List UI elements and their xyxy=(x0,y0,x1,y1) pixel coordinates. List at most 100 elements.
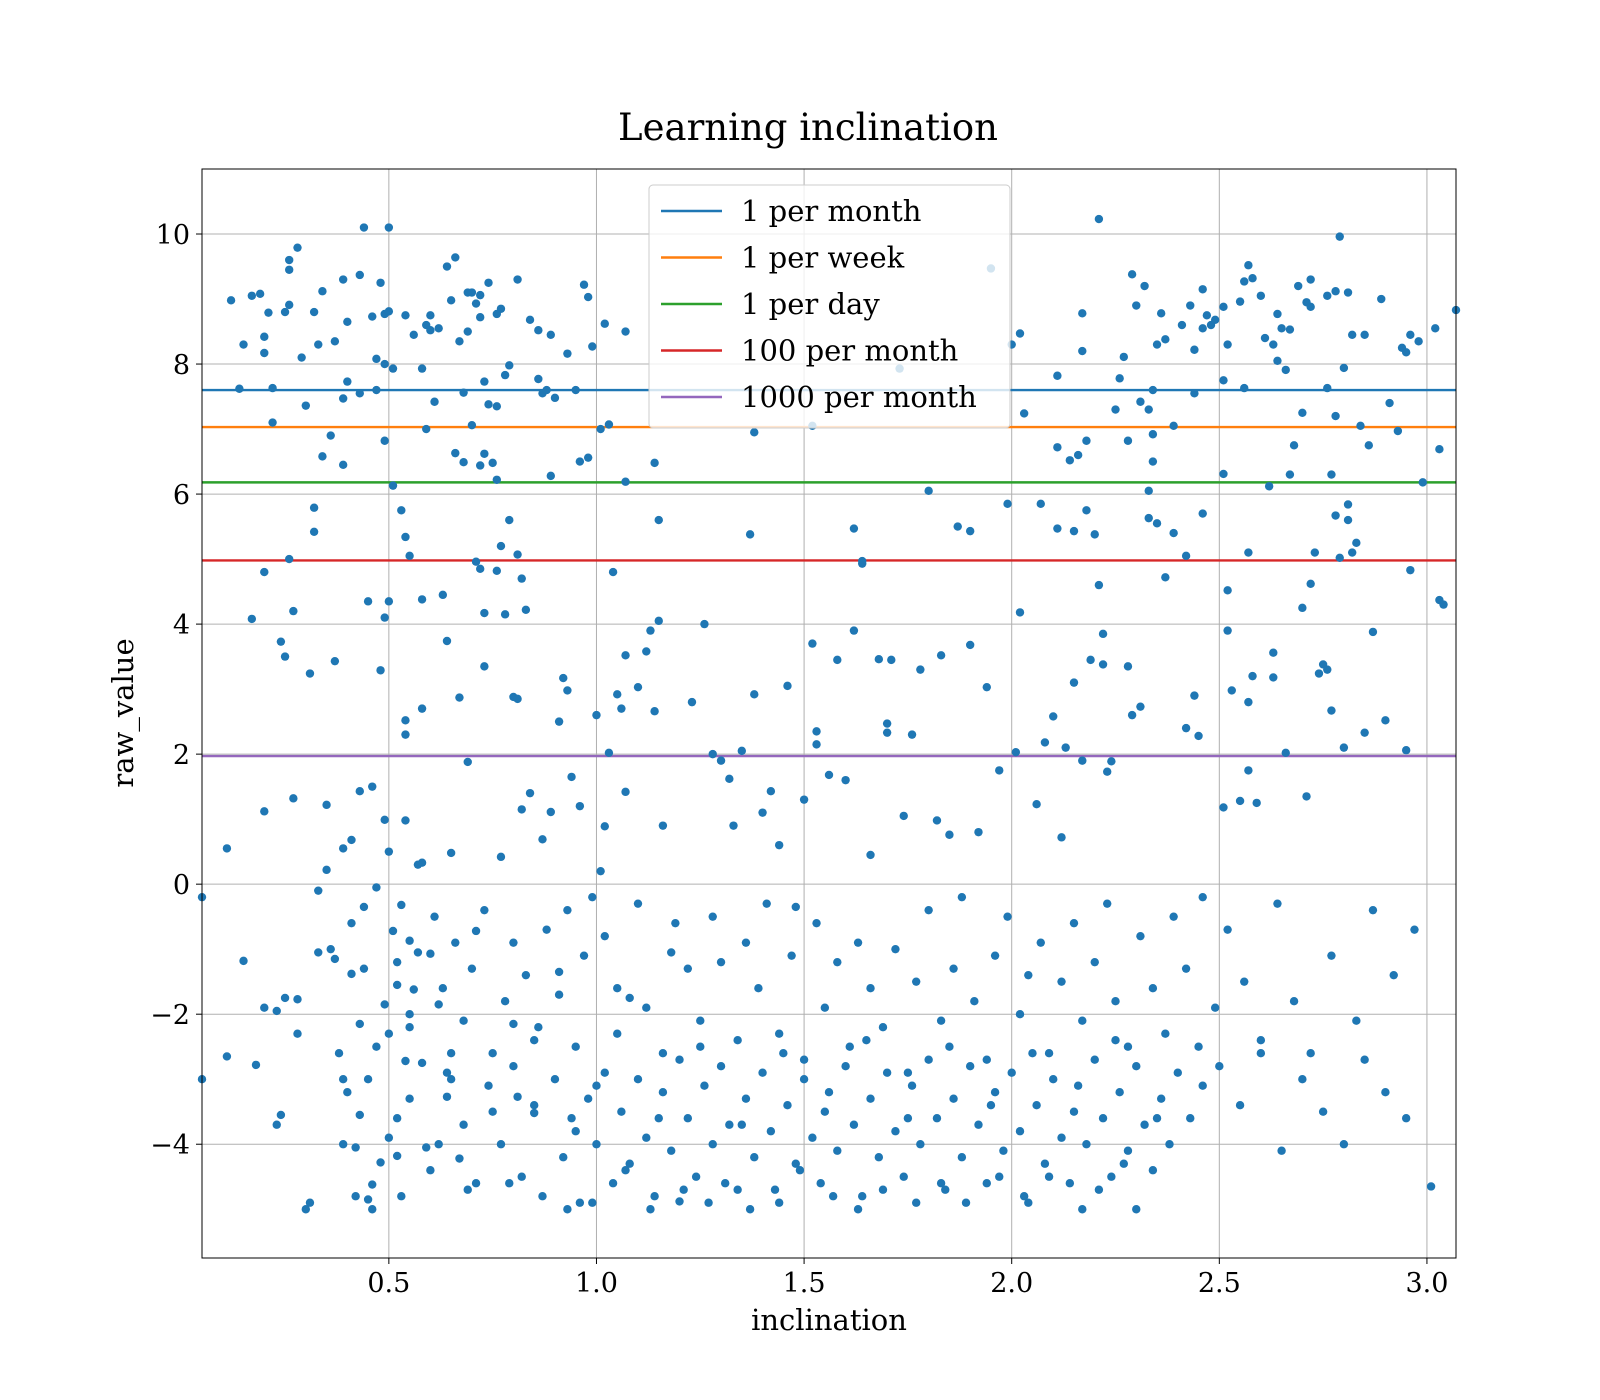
data-point xyxy=(355,270,364,280)
data-point xyxy=(1057,1133,1066,1142)
data-point xyxy=(264,308,273,317)
data-point xyxy=(529,1108,539,1118)
data-point xyxy=(1406,565,1415,575)
data-point xyxy=(467,420,477,430)
data-point xyxy=(878,1022,888,1032)
data-point xyxy=(932,816,942,825)
data-point xyxy=(521,605,531,615)
data-point xyxy=(1343,288,1353,297)
data-point xyxy=(451,253,460,262)
y-tick-label: 6 xyxy=(173,480,190,511)
data-point xyxy=(849,524,859,533)
data-point xyxy=(907,730,917,739)
data-point xyxy=(471,1179,481,1188)
data-point xyxy=(1015,1127,1025,1136)
data-point xyxy=(554,717,564,726)
y-axis-ticks: −4 −2 0 2 4 6 8 10 xyxy=(150,220,202,1161)
data-point xyxy=(1406,330,1415,339)
data-point xyxy=(1024,970,1033,980)
data-point xyxy=(642,1003,651,1012)
data-point xyxy=(559,1153,568,1162)
data-point xyxy=(1015,329,1025,338)
data-point xyxy=(1007,1068,1016,1077)
data-point xyxy=(700,619,709,629)
data-point xyxy=(1144,513,1153,523)
data-point xyxy=(309,307,319,317)
y-axis-label: raw_value xyxy=(106,638,141,787)
data-point xyxy=(824,1088,834,1097)
data-point xyxy=(1277,1146,1286,1155)
data-point xyxy=(442,1068,452,1077)
data-point xyxy=(1057,833,1066,842)
data-point xyxy=(1082,436,1091,445)
data-point xyxy=(1244,548,1253,557)
data-point xyxy=(853,1205,863,1214)
data-point xyxy=(882,1068,892,1077)
data-point xyxy=(1190,345,1199,354)
data-point xyxy=(750,690,759,699)
data-point xyxy=(646,626,655,635)
data-point xyxy=(355,389,364,398)
data-point xyxy=(409,330,418,339)
data-point xyxy=(1202,311,1212,320)
data-point xyxy=(1103,767,1112,776)
data-point xyxy=(708,1140,717,1149)
data-point xyxy=(1339,363,1349,373)
data-point xyxy=(1194,731,1203,741)
data-point xyxy=(1256,1036,1266,1045)
data-point xyxy=(1435,445,1444,454)
legend-label: 1 per month xyxy=(741,194,921,228)
data-point xyxy=(1123,1042,1133,1051)
data-point xyxy=(1431,324,1440,333)
data-point xyxy=(276,1110,286,1120)
data-point xyxy=(563,686,572,695)
data-point xyxy=(1210,315,1220,325)
data-point xyxy=(588,342,597,351)
data-point xyxy=(617,704,626,713)
data-point xyxy=(434,324,443,333)
data-point xyxy=(858,559,867,568)
data-point xyxy=(1015,608,1025,617)
data-point xyxy=(1053,443,1062,452)
data-point xyxy=(351,1143,360,1152)
data-point xyxy=(260,332,269,341)
data-point xyxy=(446,848,456,858)
data-point xyxy=(1393,426,1403,436)
data-point xyxy=(936,1016,946,1025)
data-point xyxy=(571,1042,580,1051)
data-point xyxy=(579,951,589,960)
data-point xyxy=(1132,1205,1141,1214)
data-point xyxy=(401,716,410,725)
data-point xyxy=(974,827,983,837)
y-tick-label: −4 xyxy=(150,1130,190,1161)
data-point xyxy=(480,662,489,671)
data-point xyxy=(480,377,489,386)
data-point xyxy=(1323,665,1332,674)
data-point xyxy=(276,637,286,646)
data-point xyxy=(575,801,585,811)
data-point xyxy=(737,746,747,756)
data-point xyxy=(405,1022,414,1032)
data-point xyxy=(1049,712,1058,721)
data-point xyxy=(700,1081,709,1090)
data-point xyxy=(268,418,277,427)
data-point xyxy=(284,265,294,274)
data-point xyxy=(1169,912,1178,921)
data-point xyxy=(878,1185,888,1194)
data-point xyxy=(534,374,543,384)
data-point xyxy=(808,639,817,648)
data-point xyxy=(1090,957,1099,967)
data-point xyxy=(426,949,435,958)
data-point xyxy=(289,794,298,803)
data-point xyxy=(1223,586,1232,595)
data-point xyxy=(1078,346,1087,356)
data-point xyxy=(405,551,414,561)
data-point xyxy=(1223,925,1232,934)
data-point xyxy=(430,912,439,921)
data-point xyxy=(1223,626,1232,635)
data-point xyxy=(1244,697,1253,707)
data-point xyxy=(1352,538,1361,548)
data-point xyxy=(1327,470,1336,479)
data-point xyxy=(322,865,331,875)
x-tick-label: 1.0 xyxy=(575,1268,618,1299)
